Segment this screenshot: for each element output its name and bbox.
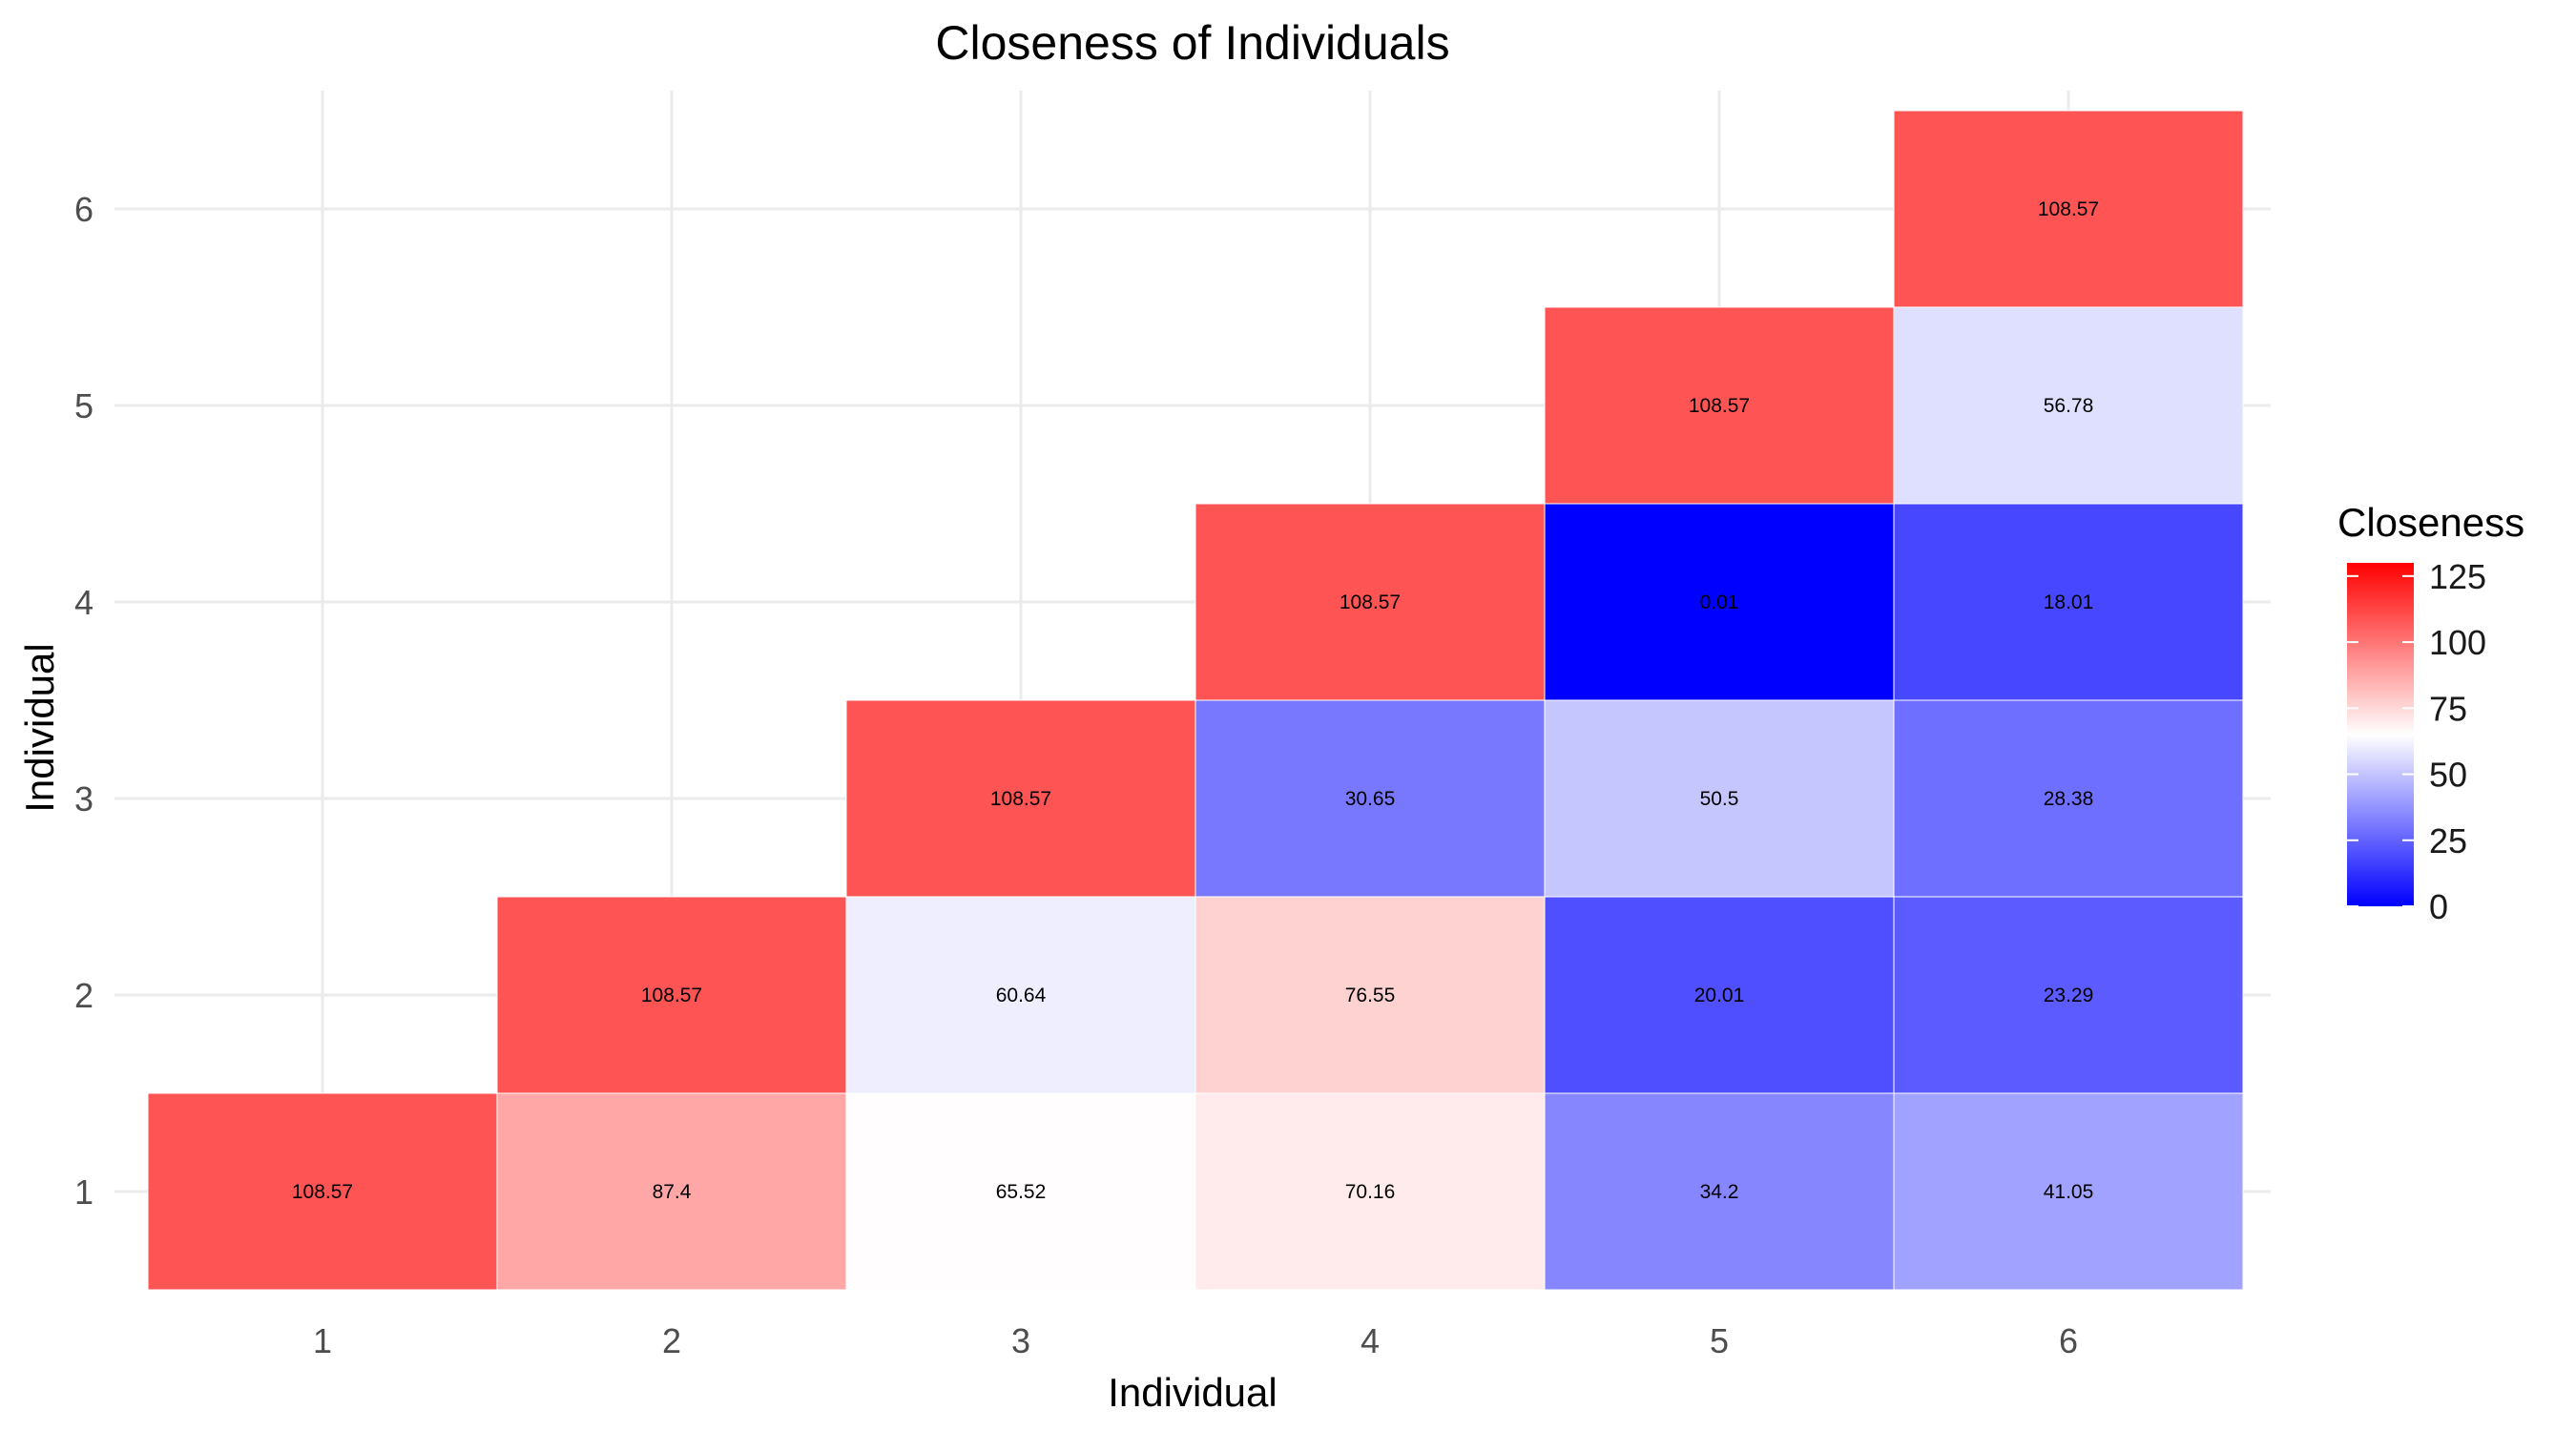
y-tick-label-1: 1 — [74, 1172, 93, 1212]
x-tick-label-3: 3 — [1011, 1321, 1030, 1360]
cell-label-5-2: 20.01 — [1694, 985, 1745, 1006]
cell-label-5-3: 50.5 — [1700, 788, 1739, 810]
legend-tick-label-75: 75 — [2429, 689, 2467, 728]
heatmap-cell-2-2 — [496, 896, 847, 1094]
heatmap-cell-4-1 — [1195, 1092, 1546, 1291]
y-tick-label-4: 4 — [74, 583, 93, 622]
y-axis-title: Individual — [17, 643, 62, 812]
heatmap-cell-1-1 — [147, 1092, 498, 1291]
cell-label-6-6: 108.57 — [2038, 198, 2099, 220]
cell-label-2-2: 108.57 — [641, 985, 702, 1006]
heatmap-cell-5-2 — [1544, 896, 1895, 1094]
x-tick-label-1: 1 — [313, 1321, 332, 1360]
heatmap-cell-5-3 — [1544, 699, 1895, 898]
legend-tick-label-125: 125 — [2429, 557, 2486, 596]
x-tick-label-5: 5 — [1710, 1321, 1729, 1360]
y-tick-label-2: 2 — [74, 976, 93, 1015]
heatmap-cell-4-4 — [1195, 503, 1546, 701]
heatmap-cell-3-3 — [845, 699, 1196, 898]
legend-ticks: 0 25 50 75 100 125 — [2347, 557, 2486, 926]
cell-label-1-1: 108.57 — [292, 1181, 353, 1203]
y-tick-label-5: 5 — [74, 386, 93, 425]
heatmap-cell-5-4 — [1544, 503, 1895, 701]
cell-label-6-3: 28.38 — [2044, 788, 2094, 810]
cell-label-6-4: 18.01 — [2044, 591, 2094, 613]
heatmap-cell-6-3 — [1893, 699, 2244, 898]
heatmap-cell-3-2 — [845, 896, 1196, 1094]
cell-label-5-5: 108.57 — [1689, 395, 1750, 417]
chart-title: Closeness of Individuals — [935, 16, 1449, 70]
cell-label-2-1: 87.4 — [653, 1181, 692, 1203]
heatmap-cell-5-5 — [1544, 306, 1895, 505]
x-tick-label-2: 2 — [662, 1321, 681, 1360]
cell-labels-layer: 108.57 87.4 65.52 70.16 34.2 41.05 108.57 60.64… — [292, 198, 2099, 1203]
cells-layer — [147, 110, 2244, 1291]
legend-color-bar — [2347, 563, 2414, 906]
legend-tick-label-100: 100 — [2429, 623, 2486, 662]
cell-label-4-2: 76.55 — [1345, 985, 1396, 1006]
cell-label-4-4: 108.57 — [1340, 591, 1401, 613]
heatmap-cell-6-4 — [1893, 503, 2244, 701]
cell-label-4-3: 30.65 — [1345, 788, 1396, 810]
heatmap-cell-6-5 — [1893, 306, 2244, 505]
heatmap-cell-6-1 — [1893, 1092, 2244, 1291]
heatmap-cell-6-2 — [1893, 896, 2244, 1094]
cell-label-6-5: 56.78 — [2044, 395, 2094, 417]
x-axis-title: Individual — [1108, 1370, 1277, 1415]
legend-tick-label-50: 50 — [2429, 756, 2467, 795]
cell-label-3-1: 65.52 — [996, 1181, 1047, 1203]
legend-tick-label-0: 0 — [2429, 887, 2448, 926]
axis-ticks-layer: 1 2 3 4 5 6 1 2 3 4 5 6 — [74, 190, 2078, 1360]
y-tick-label-6: 6 — [74, 190, 93, 229]
y-tick-label-3: 3 — [74, 779, 93, 819]
cell-label-6-2: 23.29 — [2044, 985, 2094, 1006]
heatmap-cell-5-1 — [1544, 1092, 1895, 1291]
heatmap-cell-6-6 — [1893, 110, 2244, 308]
cell-label-4-1: 70.16 — [1345, 1181, 1396, 1203]
cell-label-3-3: 108.57 — [990, 788, 1051, 810]
x-tick-label-6: 6 — [2059, 1321, 2078, 1360]
legend: Closeness 0 25 50 75 100 125 — [2337, 500, 2524, 926]
x-tick-label-4: 4 — [1361, 1321, 1380, 1360]
legend-tick-label-25: 25 — [2429, 821, 2467, 861]
heatmap-cell-4-3 — [1195, 699, 1546, 898]
cell-label-3-2: 60.64 — [996, 985, 1047, 1006]
cell-label-6-1: 41.05 — [2044, 1181, 2094, 1203]
heatmap-cell-2-1 — [496, 1092, 847, 1291]
cell-label-5-1: 34.2 — [1700, 1181, 1739, 1203]
legend-title: Closeness — [2337, 500, 2524, 545]
cell-label-5-4: 0.01 — [1700, 591, 1739, 613]
